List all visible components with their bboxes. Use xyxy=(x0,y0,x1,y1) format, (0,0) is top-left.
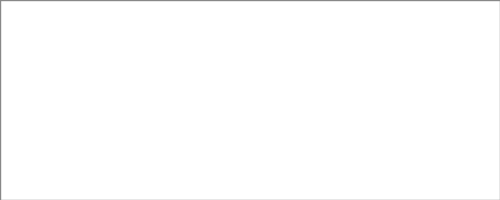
X-axis label: Different Nutrients: Different Nutrients xyxy=(212,169,338,182)
Bar xyxy=(170,118,208,144)
Bar xyxy=(428,58,466,144)
Y-axis label: Percentage of RDH (%): Percentage of RDH (%) xyxy=(28,38,38,150)
Title: Rice, brown, long-grain, raw per 100g
www.dietandfitnesstoday.com: Rice, brown, long-grain, raw per 100g ww… xyxy=(156,12,394,43)
Bar xyxy=(256,125,294,144)
Bar xyxy=(342,135,380,144)
